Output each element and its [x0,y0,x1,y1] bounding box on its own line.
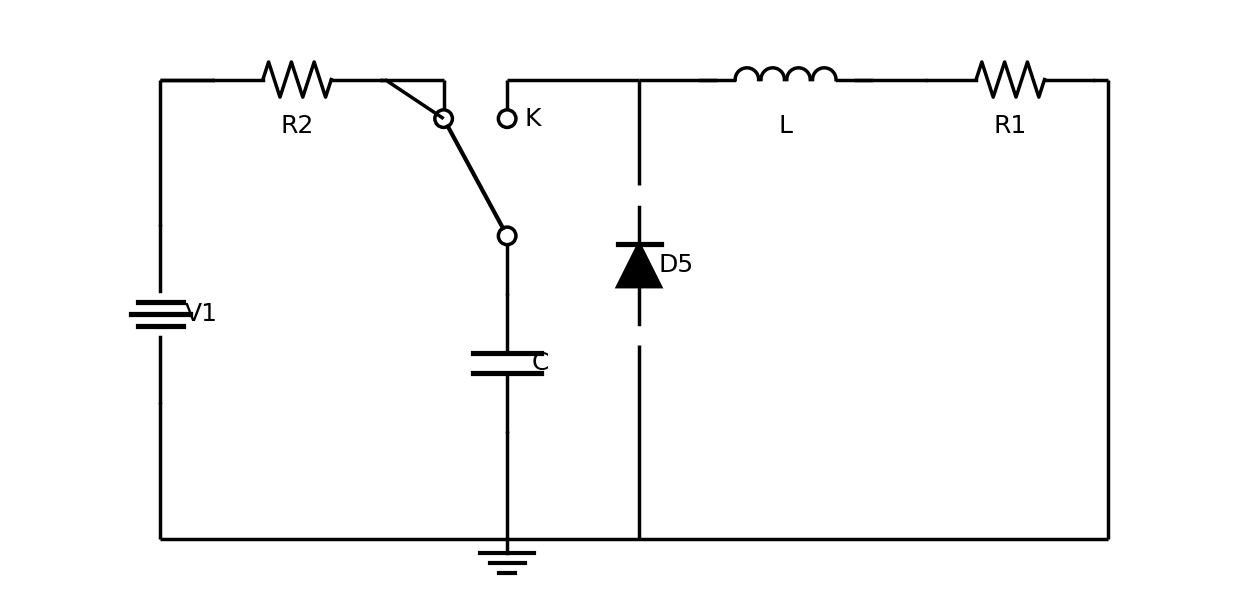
Text: V1: V1 [185,302,218,326]
Text: R2: R2 [280,114,313,138]
Text: C: C [532,351,549,375]
Text: R1: R1 [994,114,1027,138]
Text: L: L [778,114,793,138]
Polygon shape [617,244,660,287]
Text: D5: D5 [659,253,694,277]
Text: K: K [525,107,541,131]
